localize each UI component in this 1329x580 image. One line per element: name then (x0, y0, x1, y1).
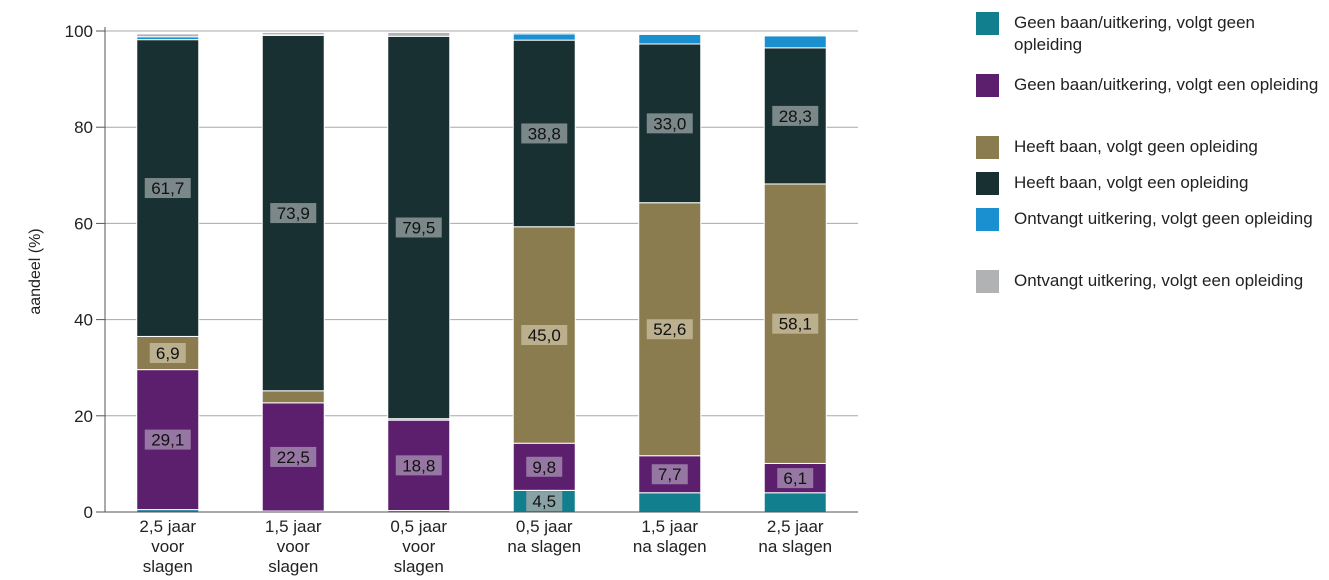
x-tick-label: 2,5 jaar (767, 517, 824, 536)
data-label: 79,5 (402, 218, 435, 237)
data-label-box (270, 203, 317, 224)
bar-segment (638, 492, 702, 513)
data-label-box (646, 319, 693, 340)
legend-item-geen-baan-een-opleiding: Geen baan/uitkering, volgt een opleiding (976, 74, 1326, 136)
legend-item-baan-geen-opleiding: Heeft baan, volgt geen opleiding (976, 136, 1326, 172)
data-label: 38,8 (528, 124, 561, 143)
data-label: 58,1 (779, 315, 812, 334)
bar-segment (261, 31, 325, 36)
y-tick-label: 0 (84, 503, 93, 522)
legend: Geen baan/uitkering, volgt geen opleidin… (976, 12, 1326, 332)
bar-segment (261, 390, 325, 404)
x-tick-label: na slagen (633, 537, 707, 556)
y-tick-label: 20 (74, 407, 93, 426)
data-label: 73,9 (277, 204, 310, 223)
legend-label: Heeft baan, volgt geen opleiding (1014, 137, 1258, 156)
x-tick-label: voor (151, 537, 184, 556)
legend-item-uitkering-een-opleiding: Ontvangt uitkering, volgt een opleiding (976, 270, 1326, 332)
data-label-box (521, 324, 568, 345)
data-label: 45,0 (528, 326, 561, 345)
x-tick-label: voor (277, 537, 310, 556)
y-tick-label: 60 (74, 214, 93, 233)
bar-segment (387, 31, 451, 37)
data-label-box (521, 123, 568, 144)
legend-item-baan-een-opleiding: Heeft baan, volgt een opleiding (976, 172, 1326, 208)
data-label-box (772, 313, 819, 334)
y-tick-label: 80 (74, 118, 93, 137)
y-axis-label: aandeel (%) (27, 228, 44, 314)
data-label-box (149, 343, 186, 364)
y-tick-label: 40 (74, 311, 93, 330)
data-label: 9,8 (532, 458, 556, 477)
x-tick-label: 1,5 jaar (265, 517, 322, 536)
x-tick-label: na slagen (758, 537, 832, 556)
data-label-box (646, 113, 693, 134)
data-label: 6,1 (783, 469, 807, 488)
y-tick-label: 100 (65, 22, 93, 41)
bar-segment (512, 31, 576, 35)
legend-label: Geen baan/uitkering, volgt geen opleidin… (1014, 13, 1256, 54)
x-tick-label: 1,5 jaar (641, 517, 698, 536)
data-label-box (651, 464, 688, 485)
legend-label: Ontvangt uitkering, volgt geen opleiding (1014, 209, 1313, 228)
data-label: 22,5 (277, 448, 310, 467)
legend-swatch (976, 270, 999, 293)
data-label: 6,9 (156, 344, 180, 363)
data-label-box (395, 217, 442, 238)
data-label: 52,6 (653, 320, 686, 339)
data-label: 7,7 (658, 465, 682, 484)
x-tick-label: 0,5 jaar (390, 517, 447, 536)
legend-label: Heeft baan, volgt een opleiding (1014, 173, 1249, 192)
data-label: 33,0 (653, 114, 686, 133)
data-label: 29,1 (151, 431, 184, 450)
bar-segment (136, 33, 200, 38)
legend-swatch (976, 208, 999, 231)
bar-segment (512, 33, 576, 41)
x-tick-label: 0,5 jaar (516, 517, 573, 536)
data-label: 61,7 (151, 179, 184, 198)
x-tick-label: voor (402, 537, 435, 556)
bar-segment (763, 35, 827, 49)
legend-swatch (976, 12, 999, 35)
data-label-box (526, 456, 563, 477)
bar-segment (638, 33, 702, 45)
legend-swatch (976, 172, 999, 195)
data-label-box (270, 446, 317, 467)
data-label: 18,8 (402, 456, 435, 475)
data-label: 4,5 (532, 492, 556, 511)
x-tick-label: slagen (394, 557, 444, 576)
legend-swatch (976, 74, 999, 97)
data-label-box (144, 178, 191, 199)
data-label-box (526, 491, 563, 512)
data-label: 28,3 (779, 107, 812, 126)
data-label-box (777, 468, 814, 489)
x-tick-label: slagen (143, 557, 193, 576)
data-label-box (144, 429, 191, 450)
legend-label: Geen baan/uitkering, volgt een opleiding (1014, 75, 1319, 94)
x-tick-label: slagen (268, 557, 318, 576)
legend-item-uitkering-geen-opleiding: Ontvangt uitkering, volgt geen opleiding (976, 208, 1326, 270)
legend-label: Ontvangt uitkering, volgt een opleiding (1014, 271, 1304, 290)
x-tick-label: 2,5 jaar (139, 517, 196, 536)
data-label-box (772, 105, 819, 126)
legend-swatch (976, 136, 999, 159)
bar-segment (638, 32, 702, 35)
data-label-box (395, 455, 442, 476)
bar-segment (763, 492, 827, 513)
legend-item-geen-baan-geen-opleiding: Geen baan/uitkering, volgt geen opleidin… (976, 12, 1326, 74)
x-tick-label: na slagen (507, 537, 581, 556)
